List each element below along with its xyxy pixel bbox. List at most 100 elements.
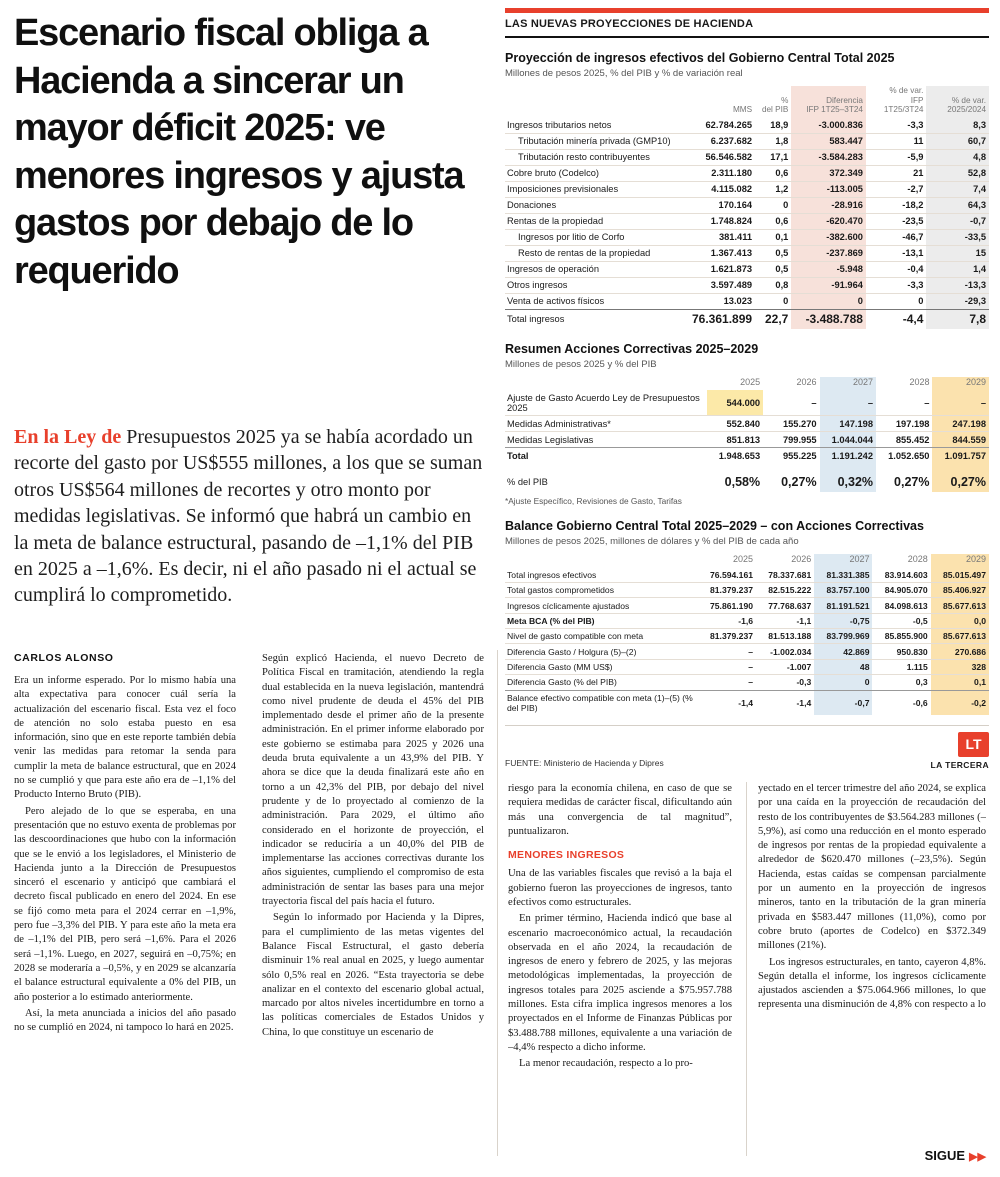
cell-value: 83.757.100: [826, 585, 870, 596]
row-label: Nivel de gasto compatible con meta: [507, 631, 644, 642]
cell-value: 0,27%: [894, 475, 930, 490]
article-paragraph: Los ingresos estructurales, en tanto, ca…: [758, 956, 986, 1011]
source-text: FUENTE: Ministerio de Hacienda y Dipres: [505, 757, 664, 768]
column-header: % de var. 2025/2024: [947, 95, 986, 115]
sigue-arrows-icon: ▶▶: [969, 1151, 986, 1163]
table-title: Balance Gobierno Central Total 2025–2029…: [505, 518, 924, 533]
table-row: Medidas Administrativas* 552.840 155.270 14…: [505, 415, 989, 432]
column-header: Diferencia IFP 1T25–3T24: [806, 95, 863, 115]
cell-value: -1.002.034: [770, 646, 812, 657]
cell-value: 0,32%: [837, 475, 874, 490]
table-row: Total 1.948.653 955.225 1.191.242 1.052.650 1…: [505, 447, 989, 464]
cell-value: 147.198: [839, 418, 874, 429]
column-header: 2028: [907, 554, 928, 565]
table-row: Meta BCA (% del PIB) -1,6 -1,1 -0,75 -0,5 0,0: [505, 613, 989, 628]
cell-value: -1,4: [796, 697, 812, 708]
cell-value: 552.840: [726, 418, 761, 429]
cell-value: 844.559: [952, 434, 986, 445]
article-column-1: Era un informe esperado. Por lo mismo ha…: [14, 674, 236, 1166]
table-footnote: *Ajuste Específico, Revisiones de Gasto,…: [505, 495, 682, 506]
table-row: Nivel de gasto compatible con meta 81.379…: [505, 628, 989, 644]
column-header: % del PIB: [761, 95, 789, 115]
lead-highlight: En la Ley de: [14, 426, 122, 448]
cell-value: -0,7: [969, 216, 986, 227]
table-row: Total ingresos efectivos 76.594.161 78.337…: [505, 568, 989, 583]
cell-value: 85.677.613: [942, 631, 986, 642]
cell-value: -0,3: [796, 677, 812, 688]
cell-value: -0,6: [912, 697, 928, 708]
table-row: Imposiciones previsionales 4.115.082 1,2 -1…: [505, 181, 989, 197]
cell-value: 56.546.582: [705, 152, 753, 163]
cell-value: 0: [857, 296, 863, 307]
column-header: 2029: [965, 554, 986, 565]
cell-value: 197.198: [895, 418, 930, 429]
cell-value: 855.452: [895, 434, 930, 445]
financial-table: 2025 2026 2027 2028 2029 Ajuste de Gasto Acue…: [505, 377, 989, 492]
cell-value: -33,5: [964, 232, 986, 243]
cell-value: 85.677.613: [942, 600, 986, 611]
cell-value: 62.784.265: [705, 120, 753, 131]
cell-value: 1,2: [775, 184, 789, 195]
cell-value: 52,8: [967, 168, 986, 179]
cell-value: 6.237.682: [710, 136, 753, 147]
cell-value: 42.869: [843, 646, 870, 657]
cell-value: -1,4: [738, 697, 754, 708]
lead-paragraph: En la Ley de Presupuestos 2025 ya se hab…: [14, 424, 486, 609]
cell-value: -3.488.788: [805, 312, 863, 327]
article-paragraph: En primer término, Hacienda indicó que b…: [508, 913, 732, 1053]
headline: Escenario fiscal obliga a Hacienda a sin…: [14, 12, 465, 292]
cell-value: -113.005: [826, 184, 863, 195]
balance-table: 2025 2026 2027 2028 2029 Total ingresos efect…: [505, 554, 989, 715]
cell-value: 270.686: [954, 646, 986, 657]
cell-value: 1,8: [775, 136, 789, 147]
cell-value: 799.955: [782, 434, 817, 445]
row-label: Resto de rentas de la propiedad: [518, 248, 651, 259]
column-header: 2029: [965, 377, 986, 388]
cell-value: -1.007: [786, 662, 812, 673]
cell-value: 84.905.070: [884, 585, 928, 596]
cell-value: 82.515.222: [768, 585, 812, 596]
cell-value: 83.799.969: [826, 631, 870, 642]
table-row: Medidas Legislativas 851.813 799.955 1.044.…: [505, 431, 989, 448]
column-header: 2028: [909, 377, 930, 388]
cell-value: 0,8: [775, 280, 789, 291]
column-header: 2027: [852, 377, 874, 388]
table-row: Otros ingresos 3.597.489 0,8 -91.964 -3,3 -13…: [505, 277, 989, 293]
cell-value: 1.191.242: [831, 450, 874, 461]
cell-value: –: [867, 397, 874, 408]
cell-value: -13,1: [902, 248, 924, 259]
header-row: 2025 2026 2027 2028 2029: [505, 554, 989, 567]
column-header: 2025: [732, 554, 754, 565]
table-row: Balance efectivo compatible con meta (1)…: [505, 690, 989, 715]
infographic-kicker: LAS NUEVAS PROYECCIONES DE HACIENDA: [505, 13, 989, 38]
cell-value: 0,5: [775, 248, 789, 259]
article-paragraph: Según explicó Hacienda, el nuevo Decreto…: [262, 653, 484, 908]
column-rule: [497, 650, 498, 1156]
row-label: Donaciones: [507, 200, 557, 211]
row-label: Diferencia Gasto / Holgura (5)–(2): [507, 646, 637, 657]
cell-value: 1.748.824: [710, 216, 753, 227]
cell-value: -1,1: [796, 615, 812, 626]
row-label: Tributación minería privada (GMP10): [518, 136, 671, 147]
cell-value: 328: [971, 662, 986, 673]
cell-value: 81.513.188: [768, 631, 812, 642]
row-label: Medidas Administrativas*: [507, 418, 611, 429]
credit-block: LT LA TERCERA: [931, 731, 989, 770]
cell-value: 13.023: [723, 296, 753, 307]
cell-value: 0,0: [974, 615, 986, 626]
cell-value: 7,4: [973, 184, 986, 195]
column-header: 2025: [740, 377, 761, 388]
table-row: Diferencia Gasto (% del PIB) – -0,3 0 0,3 0,1: [505, 674, 989, 690]
acciones-table: 2025 2026 2027 2028 2029 Ajuste de Gasto Acue…: [505, 377, 989, 492]
cell-value: 4.115.082: [711, 184, 753, 195]
row-label: Ajuste de Gasto Acuerdo Ley de Presupues…: [507, 392, 700, 413]
table-subtitle: Millones de pesos 2025, millones de dóla…: [505, 536, 799, 548]
cell-value: 0,3: [915, 677, 928, 688]
cell-value: -0,75: [849, 615, 870, 626]
cell-value: 81.331.385: [826, 569, 870, 580]
cell-value: -29,3: [964, 296, 986, 307]
article-paragraph: Una de las variables fiscales que revisó…: [508, 868, 732, 908]
cell-value: 76.361.899: [691, 312, 753, 327]
row-label: Cobre bruto (Codelco): [507, 168, 599, 179]
